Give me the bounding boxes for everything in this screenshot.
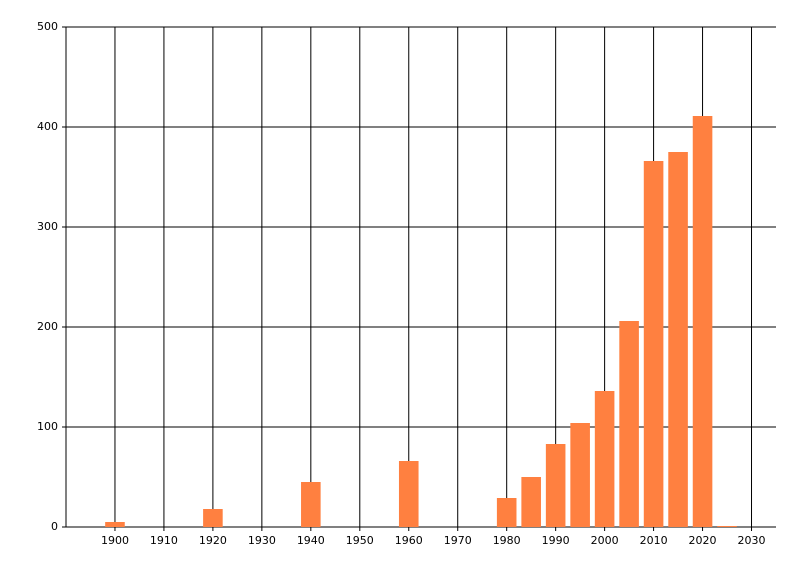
bar <box>105 522 125 527</box>
bar <box>570 423 590 527</box>
x-tick-label: 1910 <box>150 534 178 547</box>
y-tick-label: 0 <box>51 520 58 533</box>
bar <box>668 152 688 527</box>
bar <box>203 509 223 527</box>
bar <box>496 498 517 527</box>
bar <box>692 116 713 527</box>
bar <box>619 321 639 527</box>
x-tick-label: 1970 <box>444 534 472 547</box>
x-tick-label: 1960 <box>395 534 423 547</box>
x-tick-label: 1990 <box>542 534 570 547</box>
x-tick-label: 2030 <box>738 534 766 547</box>
y-tick-label: 200 <box>37 320 58 333</box>
y-tick-label: 100 <box>37 420 58 433</box>
x-tick-label: 1900 <box>101 534 129 547</box>
y-tick-label: 500 <box>37 20 58 33</box>
x-tick-label: 1950 <box>346 534 374 547</box>
bar <box>594 391 615 527</box>
x-tick-label: 1920 <box>199 534 227 547</box>
x-tick-label: 2010 <box>640 534 668 547</box>
bar <box>521 477 541 527</box>
x-tick-label: 2020 <box>689 534 717 547</box>
x-tick-label: 1980 <box>493 534 521 547</box>
x-tick-label: 2000 <box>591 534 619 547</box>
bar <box>643 161 664 527</box>
x-tick-label: 1930 <box>248 534 276 547</box>
x-tick-label: 1940 <box>297 534 325 547</box>
y-tick-label: 300 <box>37 220 58 233</box>
bar <box>398 461 419 527</box>
bar <box>717 526 737 527</box>
bar <box>545 444 566 527</box>
bar <box>301 482 321 527</box>
y-tick-label: 400 <box>37 120 58 133</box>
